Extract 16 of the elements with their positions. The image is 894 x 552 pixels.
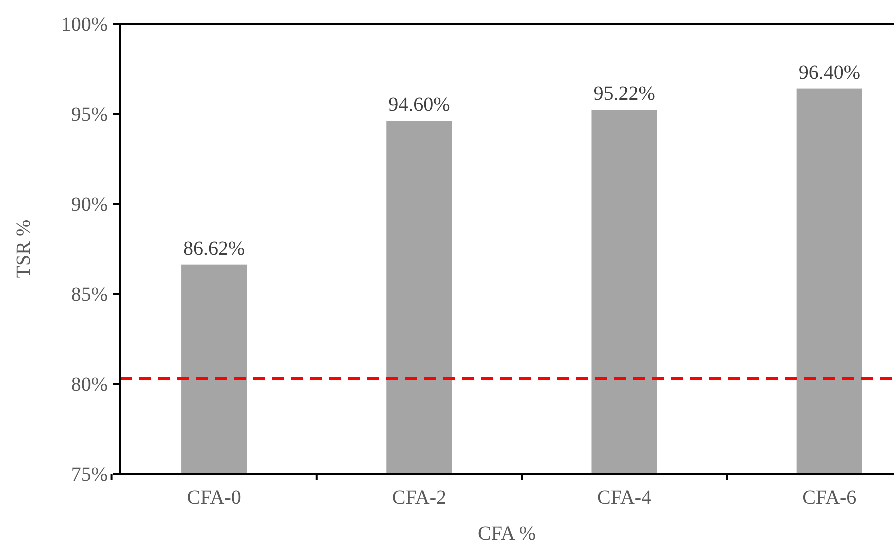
y-tick-label: 75% <box>71 464 108 486</box>
y-axis-title: TSR % <box>13 220 35 278</box>
x-tick-label: CFA-2 <box>392 487 446 509</box>
x-tick-label: CFA-0 <box>187 487 242 509</box>
x-tick-label: CFA-4 <box>598 487 652 509</box>
y-tick-label: 80% <box>71 374 108 396</box>
data-label: 96.40% <box>798 62 860 84</box>
y-tick-label: 90% <box>71 194 108 216</box>
data-label: 95.22% <box>594 83 656 106</box>
x-tick-label: CFA-6 <box>802 487 857 509</box>
y-tick-label: 85% <box>71 284 108 306</box>
y-tick-label: 95% <box>71 104 108 126</box>
data-label: 86.62% <box>184 238 246 260</box>
data-label: 94.60% <box>388 94 450 116</box>
y-tick-label: 100% <box>61 14 108 36</box>
x-axis-title: CFA % <box>478 523 536 545</box>
